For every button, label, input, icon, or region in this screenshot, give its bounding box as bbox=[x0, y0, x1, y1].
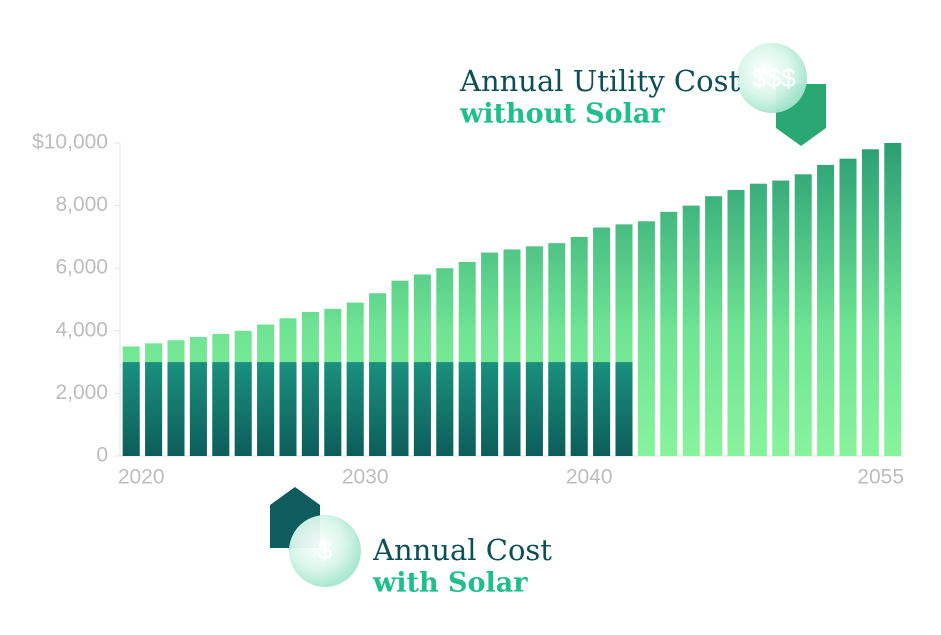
bar bbox=[660, 211, 678, 456]
bar bbox=[772, 180, 790, 456]
bar bbox=[189, 362, 207, 456]
bottom-icon: $ bbox=[270, 487, 361, 587]
bar bbox=[413, 362, 431, 456]
bar bbox=[145, 362, 163, 456]
bar bbox=[369, 362, 387, 456]
bar bbox=[301, 362, 319, 456]
icon-label: $ bbox=[318, 535, 333, 565]
bar bbox=[682, 205, 700, 456]
annotation: Annual Cost bbox=[372, 533, 552, 567]
annotation: without Solar bbox=[459, 99, 665, 130]
bar bbox=[391, 362, 409, 456]
annotation: Annual Utility Cost bbox=[459, 64, 740, 98]
y-tick-label: 0 bbox=[96, 444, 108, 467]
bar bbox=[257, 362, 275, 456]
y-tick-label: 8,000 bbox=[55, 193, 108, 216]
bar bbox=[324, 362, 342, 456]
bar bbox=[212, 362, 230, 456]
x-tick-label: 2020 bbox=[118, 466, 165, 489]
bar bbox=[279, 362, 297, 456]
bar bbox=[727, 189, 745, 456]
bar bbox=[122, 362, 140, 456]
y-tick-label: 4,000 bbox=[55, 318, 108, 341]
annotation: with Solar bbox=[372, 568, 528, 599]
bar bbox=[234, 362, 252, 456]
top-icon: $$$ bbox=[737, 43, 826, 146]
bar bbox=[436, 362, 454, 456]
bar bbox=[503, 362, 521, 456]
bar bbox=[615, 362, 633, 456]
bar bbox=[861, 149, 879, 456]
x-tick-label: 2055 bbox=[857, 466, 904, 489]
x-tick-label: 2040 bbox=[566, 466, 613, 489]
bar bbox=[705, 196, 723, 456]
bar bbox=[570, 362, 588, 456]
icon-label: $$$ bbox=[752, 63, 796, 93]
x-tick-label: 2030 bbox=[342, 466, 389, 489]
y-tick-label: 2,000 bbox=[55, 381, 108, 404]
bar bbox=[817, 164, 835, 456]
bar bbox=[548, 362, 566, 456]
y-tick-label: $10,000 bbox=[32, 131, 108, 154]
bar bbox=[167, 362, 185, 456]
bar bbox=[839, 158, 857, 456]
bar bbox=[346, 362, 364, 456]
y-tick-label: 6,000 bbox=[55, 256, 108, 279]
bar bbox=[525, 362, 543, 456]
bar bbox=[458, 362, 476, 456]
bar bbox=[794, 174, 812, 457]
bar bbox=[884, 143, 902, 456]
bar bbox=[593, 362, 611, 456]
bar bbox=[481, 362, 499, 456]
bar bbox=[637, 221, 655, 456]
bar bbox=[749, 183, 767, 456]
